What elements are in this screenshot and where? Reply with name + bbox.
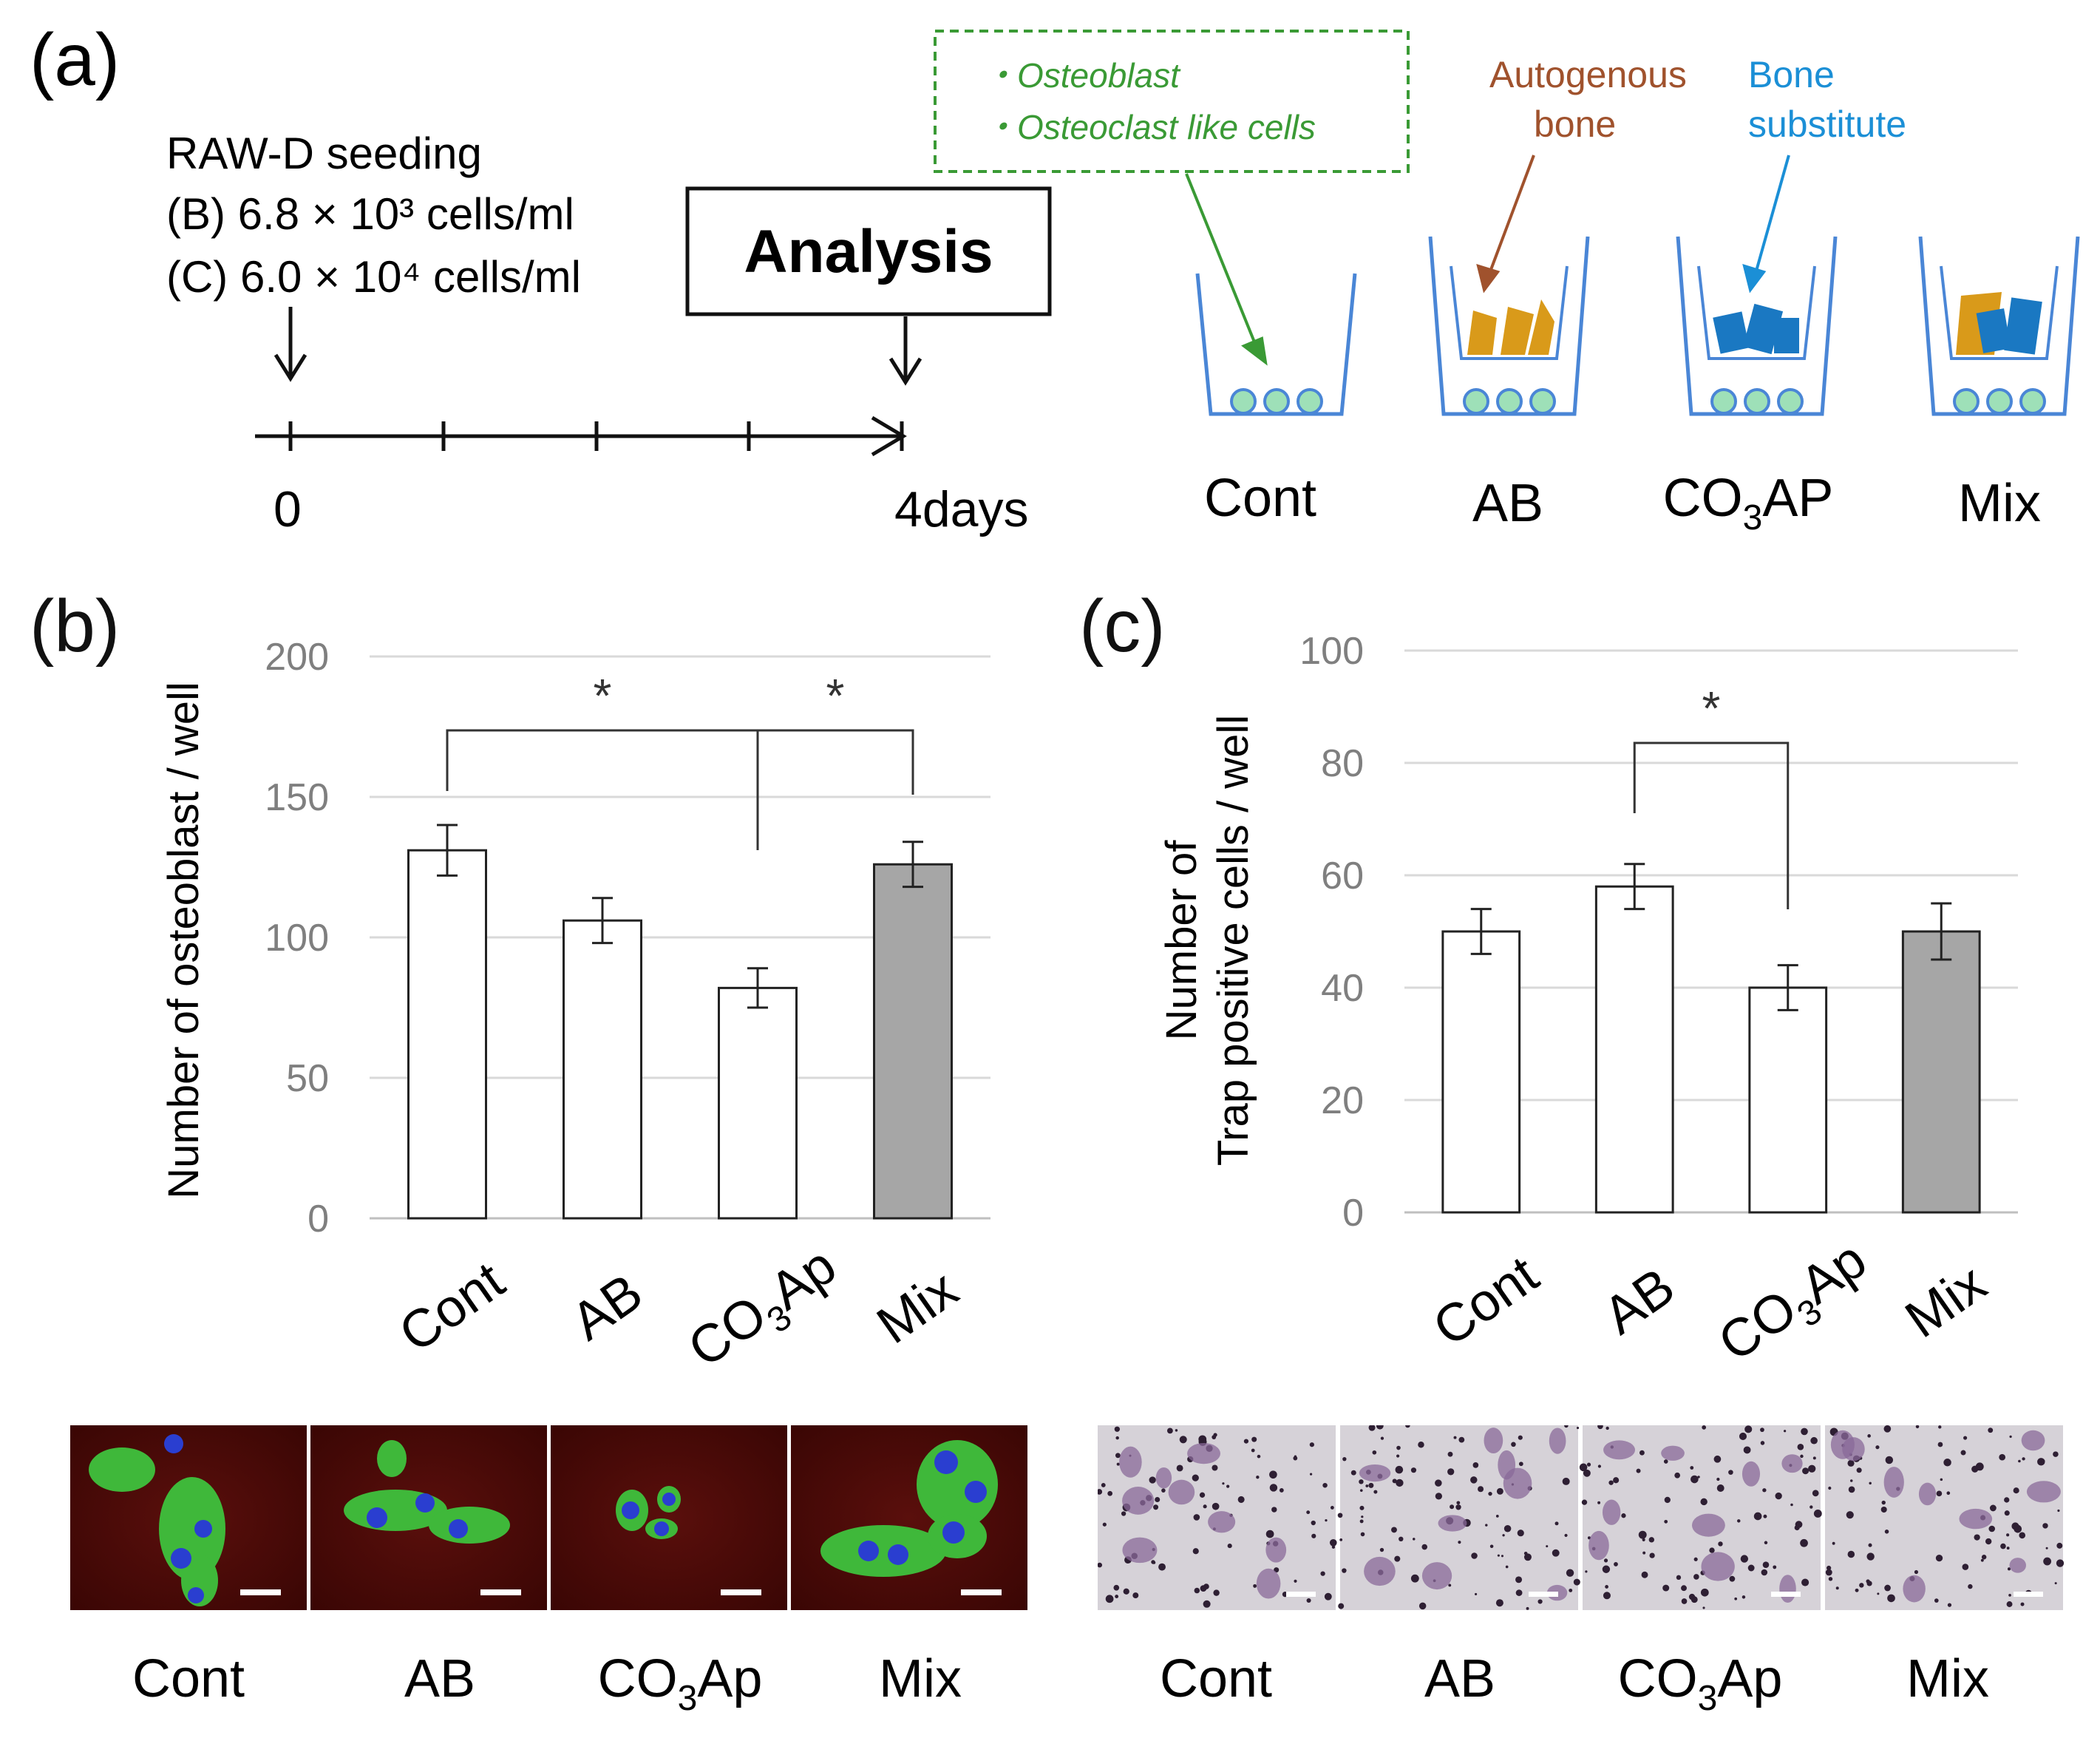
y-tick-label: 100	[1299, 630, 1364, 673]
y-tick-label: 40	[1321, 967, 1364, 1010]
y-tick-label: 0	[1342, 1192, 1364, 1235]
autogenous-line2: bone	[1534, 103, 1616, 145]
micro-b-label-cont: Cont	[132, 1649, 245, 1708]
bar-mix	[1901, 930, 1981, 1214]
well-cont	[1195, 273, 1357, 416]
error-bar	[592, 897, 613, 945]
y-tick-label: 20	[1321, 1079, 1364, 1122]
significance-bracket	[446, 729, 759, 850]
substitute-line2: substitute	[1748, 103, 1906, 145]
x-tick-label: Mix	[866, 1259, 968, 1355]
panel-a-letter: (a)	[30, 18, 120, 101]
legend-arrow	[1185, 173, 1268, 366]
substitute-line1: Bone	[1748, 54, 1835, 95]
significance-bracket	[756, 729, 914, 850]
well-label-cont: Cont	[1204, 469, 1316, 528]
bar-ab	[1594, 885, 1674, 1214]
bar-ab	[563, 919, 642, 1220]
bar-cont	[407, 849, 487, 1220]
well-label-co3ap: CO3AP	[1663, 469, 1834, 537]
autogenous-line1: Autogenous	[1489, 54, 1687, 95]
panel-c-letter: (c)	[1079, 585, 1166, 668]
seeding-b: (B) 6.8 × 10³ cells/ml	[166, 189, 574, 239]
micro-b-label-co3ap: CO3Ap	[598, 1649, 763, 1718]
bar-co3ap	[1748, 986, 1828, 1214]
legend-osteoblast: ・Osteoblast	[983, 56, 1181, 95]
significance-star: *	[1702, 682, 1721, 735]
well-co3ap	[1676, 236, 1838, 416]
micro-b-label-ab: AB	[404, 1649, 475, 1708]
well-ab	[1428, 236, 1590, 416]
analysis-arrow	[888, 316, 922, 386]
timeline-end: 4days	[894, 481, 1028, 537]
micrograph-c-co3ap	[1579, 1425, 1822, 1610]
error-bar	[903, 841, 923, 889]
bar-co3ap	[718, 986, 798, 1220]
y-tick-label: 80	[1321, 742, 1364, 785]
timeline	[255, 415, 907, 457]
micro-c-label-mix: Mix	[1906, 1649, 1989, 1708]
well-mix	[1918, 236, 2080, 416]
autogenous-arrow	[1476, 155, 1535, 293]
chart-osteoblast: 0 50 100 150 200 Cont AB CO3Ap Mix * * Number of os…	[160, 636, 990, 1387]
error-bar	[747, 967, 768, 1009]
x-tick-label: CO3Ap	[1708, 1230, 1883, 1381]
error-bar	[1931, 902, 1952, 961]
seeding-title: RAW-D seeding	[166, 129, 482, 178]
seeding-c: (C) 6.0 × 10⁴ cells/ml	[166, 252, 581, 302]
y-axis-label-line2: Trap positive cells / well	[1209, 715, 1257, 1166]
micro-c-label-ab: AB	[1424, 1649, 1495, 1708]
micrograph-c-labels: Cont AB CO3Ap Mix	[1160, 1649, 1989, 1718]
micrograph-b-cont	[70, 1425, 307, 1610]
x-tick-label: Cont	[389, 1251, 514, 1364]
panel-b-letter: (b)	[30, 585, 120, 668]
timeline-start: 0	[273, 481, 302, 537]
bar-cont	[1441, 930, 1521, 1214]
error-bar	[1777, 964, 1798, 1011]
panel-a: (a) RAW-D seeding (B) 6.8 × 10³ cells/ml…	[30, 18, 2080, 537]
bar-mix	[873, 863, 953, 1220]
micrograph-b-ab	[310, 1425, 547, 1610]
cell-legend-box	[934, 30, 1410, 173]
error-bar	[1470, 908, 1492, 955]
y-axis-label: Number of osteoblast / well	[160, 682, 208, 1199]
micrographs-b	[70, 1425, 1027, 1610]
micrograph-b-co3ap	[551, 1425, 787, 1610]
substitute-arrow	[1742, 155, 1790, 293]
micro-c-label-co3ap: CO3Ap	[1618, 1649, 1783, 1718]
well-label-mix: Mix	[1958, 474, 2041, 533]
y-tick-label: 200	[265, 636, 329, 679]
x-tick-label: Cont	[1423, 1245, 1549, 1358]
significance-bracket	[1633, 741, 1790, 909]
micro-b-label-mix: Mix	[879, 1649, 962, 1708]
significance-star: *	[594, 669, 612, 722]
chart-trap: 0 20 40 60 80 100 Cont AB CO3Ap Mix * Number of Trap…	[1158, 630, 2018, 1381]
x-tick-label: CO3Ap	[678, 1236, 852, 1387]
y-tick-label: 0	[307, 1198, 329, 1240]
micrograph-c-ab	[1337, 1425, 1580, 1610]
y-tick-label: 150	[265, 776, 329, 819]
legend-osteoclast: ・Osteoclast like cells	[983, 108, 1316, 146]
micrograph-b-labels: Cont AB CO3Ap Mix	[132, 1649, 962, 1718]
significance-star: *	[826, 669, 845, 722]
analysis-label: Analysis	[744, 218, 993, 285]
y-axis-label-line1: Number of	[1158, 840, 1206, 1041]
analysis-box	[685, 186, 1052, 316]
micrograph-c-mix	[1825, 1425, 2065, 1610]
y-tick-label: 60	[1321, 855, 1364, 897]
micrographs-c	[1098, 1425, 2065, 1610]
micro-c-label-cont: Cont	[1160, 1649, 1272, 1708]
x-tick-label: AB	[1593, 1257, 1685, 1346]
y-tick-label: 100	[265, 917, 329, 960]
micrograph-c-cont	[1098, 1425, 1337, 1610]
error-bar	[437, 824, 458, 877]
y-tick-label: 50	[286, 1057, 329, 1100]
well-label-ab: AB	[1472, 474, 1543, 533]
micrograph-b-mix	[791, 1425, 1027, 1610]
x-tick-label: Mix	[1895, 1253, 1997, 1349]
x-tick-label: AB	[561, 1263, 653, 1352]
error-bar	[1624, 863, 1645, 911]
seeding-arrow	[273, 307, 307, 382]
